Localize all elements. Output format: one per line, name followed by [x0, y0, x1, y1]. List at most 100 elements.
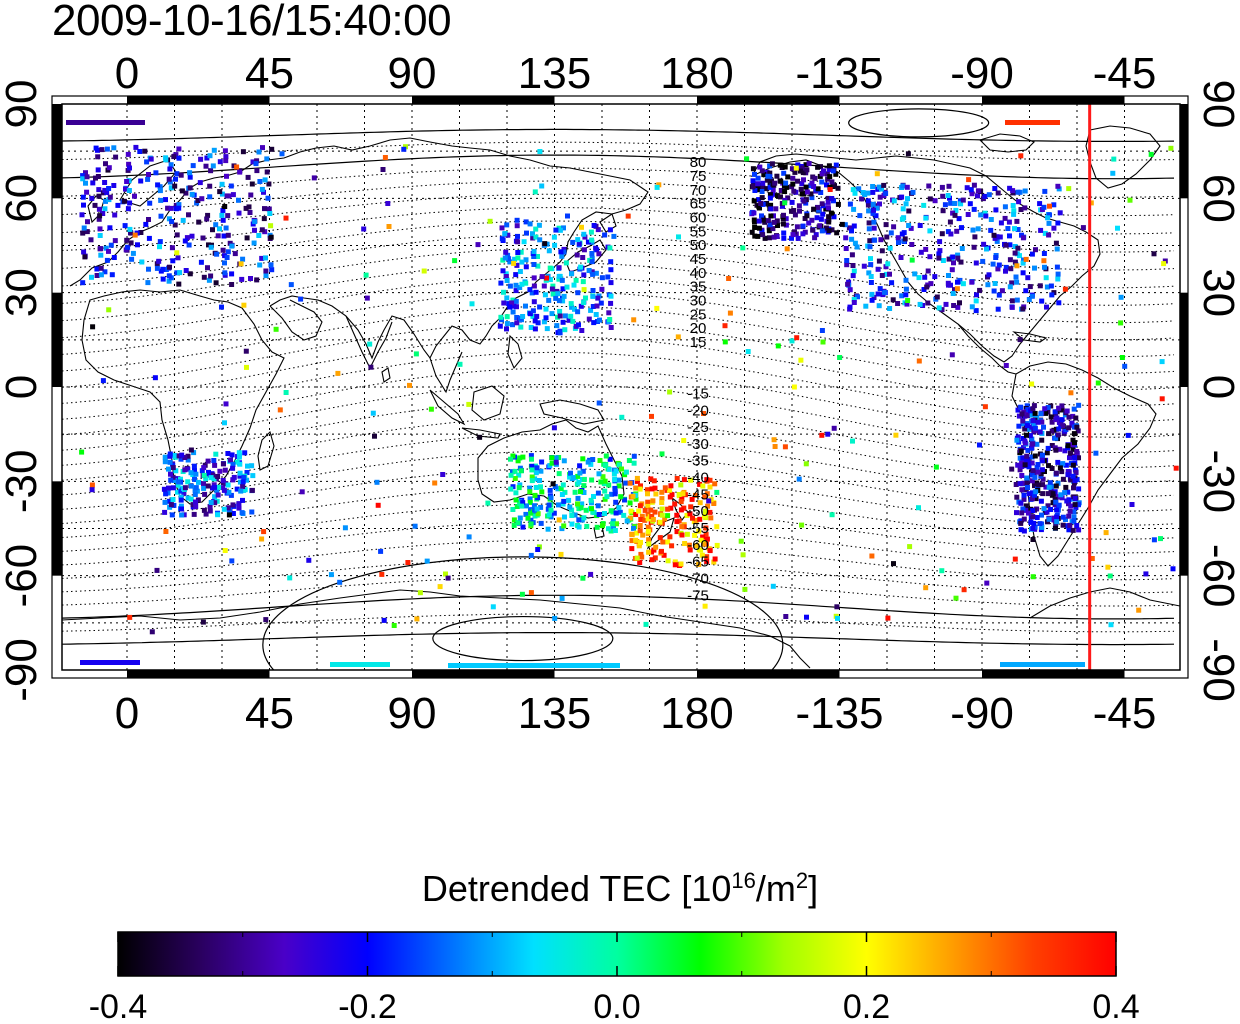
tec-pixel — [81, 249, 87, 255]
tec-pixel — [127, 165, 132, 171]
tec-pixel — [781, 183, 787, 189]
tec-pixel — [1040, 491, 1046, 497]
tec-pixel — [82, 254, 88, 260]
tec-pixel — [606, 526, 611, 532]
tec-pixel — [1016, 413, 1022, 419]
tec-pixel — [759, 168, 765, 174]
tec-pixel — [100, 378, 106, 384]
tec-pixel — [166, 216, 172, 222]
contour-label: -35 — [687, 453, 709, 470]
tec-pixel — [927, 254, 933, 260]
tec-pixel — [521, 239, 527, 245]
tec-pixel — [168, 477, 174, 483]
tec-pixel — [93, 145, 99, 151]
tec-pixel — [511, 517, 517, 523]
tec-pixel — [659, 548, 664, 554]
tec-pixel — [589, 269, 595, 275]
tec-pixel — [561, 458, 567, 464]
tec-pixel — [1007, 185, 1013, 191]
tec-pixel — [222, 260, 227, 266]
tec-pixel — [1021, 496, 1027, 502]
tec-pixel — [801, 198, 807, 204]
tec-pixel — [634, 530, 640, 536]
tec-pixel — [812, 235, 818, 241]
tec-pixel — [183, 268, 189, 273]
tec-pixel — [1053, 435, 1059, 441]
tec-pixel — [219, 181, 225, 187]
tec-pixel — [192, 476, 197, 482]
tec-pixel — [687, 511, 693, 517]
tec-pixel — [176, 202, 182, 208]
tec-pixel — [519, 591, 525, 597]
tec-pixel — [1021, 480, 1027, 486]
tec-pixel — [380, 167, 386, 172]
tec-pixel — [193, 499, 198, 505]
tec-pixel — [667, 534, 673, 540]
tec-pixel — [646, 537, 652, 543]
tec-pixel — [556, 273, 562, 279]
tec-pixel — [1038, 498, 1044, 504]
tec-pixel — [829, 179, 835, 185]
tec-pixel — [674, 476, 680, 481]
tec-pixel — [499, 236, 505, 242]
tec-pixel — [1118, 294, 1124, 300]
tec-pixel — [545, 506, 551, 512]
tec-pixel — [949, 352, 955, 358]
tec-pixel — [1029, 436, 1035, 442]
tec-pixel — [991, 288, 997, 294]
tec-pixel — [1072, 478, 1078, 484]
tec-pixel — [252, 219, 258, 225]
tec-pixel — [219, 191, 225, 197]
tec-pixel — [1034, 441, 1040, 447]
tec-pixel — [705, 503, 711, 509]
tec-pixel — [174, 171, 180, 177]
tec-pixel — [936, 305, 942, 311]
tec-pixel — [149, 629, 155, 635]
tec-pixel — [809, 195, 815, 201]
tec-pixel — [1065, 472, 1071, 478]
tec-pixel — [214, 251, 220, 257]
tec-pixel — [212, 462, 218, 468]
tec-pixel — [595, 295, 601, 301]
tec-pixel — [580, 575, 586, 581]
tec-pixel — [534, 465, 540, 471]
tec-pixel — [1017, 481, 1023, 487]
tec-pixel — [904, 301, 910, 307]
tec-pixel — [675, 334, 681, 340]
tec-pixel — [623, 480, 629, 486]
tec-pixel — [162, 499, 168, 505]
tec-pixel — [342, 525, 348, 531]
tec-pixel — [561, 249, 567, 255]
tec-pixel — [1022, 205, 1028, 211]
tec-pixel — [1035, 469, 1041, 475]
tec-pixel — [627, 480, 633, 486]
tec-pixel — [104, 257, 110, 263]
tec-pixel — [619, 466, 624, 472]
tec-pixel — [242, 450, 248, 456]
tec-pixel — [593, 270, 599, 276]
tec-pixel — [885, 261, 891, 267]
tec-pixel — [193, 471, 199, 477]
border-bar-right — [1180, 481, 1188, 576]
tec-pixel — [533, 234, 539, 240]
tec-pixel — [188, 447, 194, 453]
tec-pixel — [421, 268, 427, 274]
colorbar-ticks: -0.4 -0.2 0.0 0.2 0.4 — [89, 932, 1140, 1024]
tec-pixel — [236, 450, 242, 456]
tec-pixel — [228, 183, 234, 189]
tec-pixel — [1072, 502, 1078, 508]
lat-tick-right: -60 — [1194, 544, 1240, 608]
tec-pixel — [527, 311, 533, 317]
tec-pixel — [826, 163, 832, 169]
tec-pixel — [804, 213, 810, 219]
tec-pixel — [1043, 484, 1049, 490]
tec-pixel — [628, 508, 634, 514]
tec-pixel — [515, 239, 521, 245]
tec-strip — [66, 120, 145, 125]
tec-pixel — [559, 253, 565, 259]
tec-pixel — [176, 205, 182, 211]
tec-pixel — [607, 456, 613, 462]
tec-pixel — [517, 269, 523, 274]
tec-pixel — [551, 425, 557, 431]
tec-pixel — [552, 615, 558, 621]
